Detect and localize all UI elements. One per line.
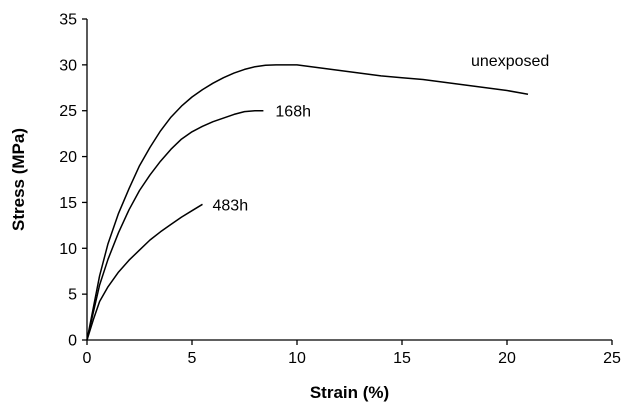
y-tick-label: 20 — [59, 149, 77, 166]
y-tick-label: 30 — [59, 57, 77, 74]
series-lines — [86, 64, 529, 341]
series-annotations: unexposed 168h 483h — [213, 53, 550, 214]
x-axis-title: Strain (%) — [310, 383, 389, 402]
y-tick-label: 5 — [68, 287, 77, 304]
y-axis-title: Stress (MPa) — [9, 128, 28, 231]
series-label-483h: 483h — [213, 197, 249, 214]
series-line-483h — [86, 203, 203, 341]
y-tick-label: 35 — [59, 12, 77, 29]
x-tick-label: 10 — [288, 350, 306, 367]
series-line-168h — [86, 109, 264, 341]
series-label-168h: 168h — [275, 104, 311, 121]
y-tick-label: 15 — [59, 195, 77, 212]
x-tick-label: 25 — [603, 350, 621, 367]
x-tick-label: 20 — [498, 350, 516, 367]
series-line-unexposed — [86, 64, 529, 341]
x-tick-label: 0 — [83, 350, 92, 367]
y-axis-ticks: 0 5 10 15 20 25 30 35 — [59, 12, 87, 350]
x-tick-label: 15 — [393, 350, 411, 367]
x-axis-ticks: 0 5 10 15 20 25 — [83, 340, 621, 367]
series-label-unexposed: unexposed — [471, 53, 549, 70]
y-tick-label: 0 — [68, 333, 77, 350]
x-tick-label: 5 — [188, 350, 197, 367]
y-tick-label: 25 — [59, 103, 77, 120]
plot-area: 0 5 10 15 20 25 30 35 0 5 10 15 20 25 unexposed 168h 4… — [59, 12, 621, 368]
y-tick-label: 10 — [59, 241, 77, 258]
